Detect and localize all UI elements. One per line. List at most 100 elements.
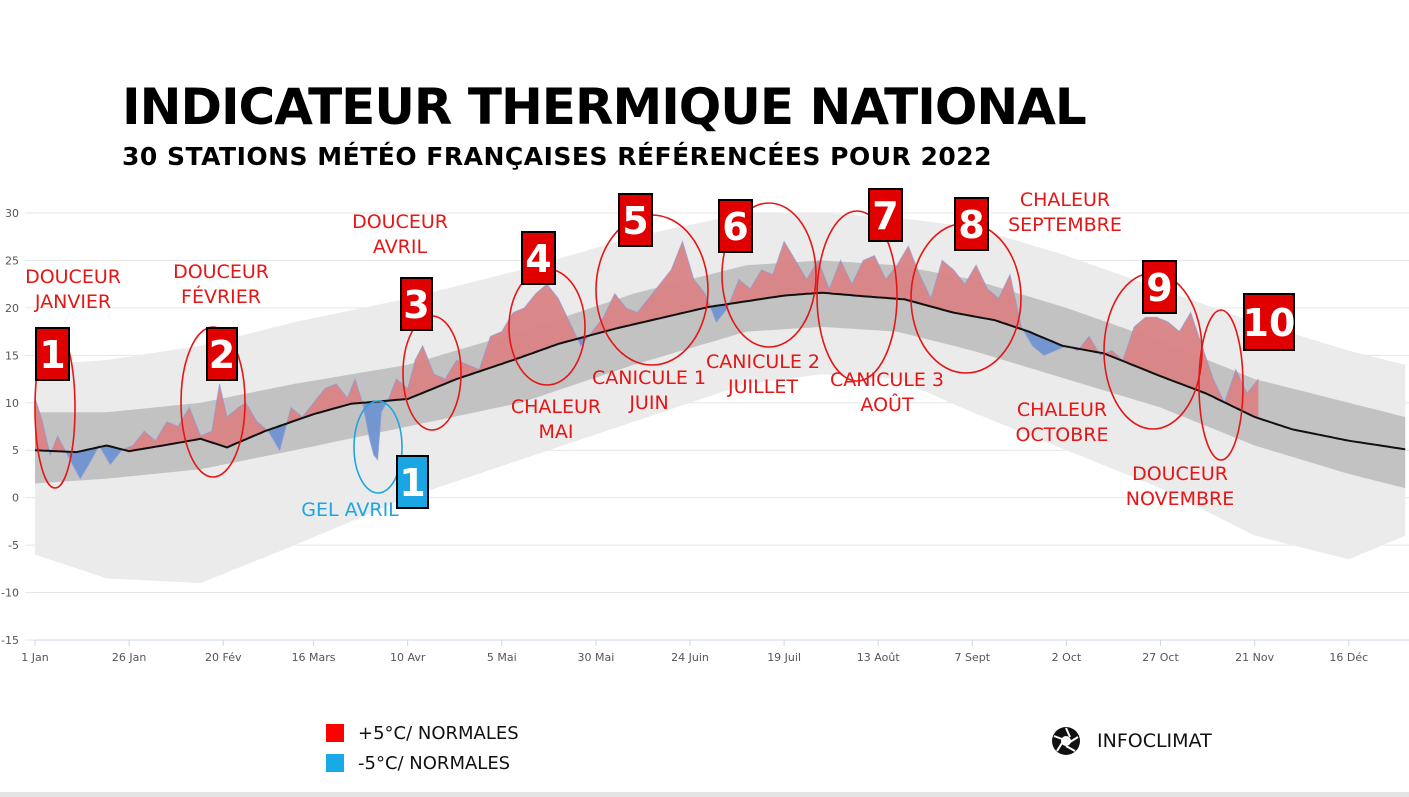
x-tick-label: 21 Nov — [1235, 651, 1274, 664]
annotation-badge-number-5: 5 — [622, 199, 648, 243]
annotation-label-2: DOUCEUR — [173, 261, 269, 283]
annotation-ellipse-1 — [353, 400, 403, 494]
y-tick-label: -15 — [1, 634, 19, 647]
annotation-label-7: AOÛT — [860, 392, 914, 416]
annotation-badge-number-3: 3 — [403, 283, 429, 327]
y-tick-label: -5 — [8, 539, 19, 552]
x-tick-label: 30 Mai — [578, 651, 615, 664]
annotation-ellipse-6 — [721, 202, 817, 348]
legend-swatch-warm — [326, 724, 344, 742]
annotation-label-3: DOUCEUR — [352, 211, 448, 233]
warm-anomaly-area — [51, 436, 67, 454]
legend-label-warm: +5°C/ NORMALES — [358, 722, 519, 744]
annotation-badge-number-9: 9 — [1146, 266, 1172, 310]
annotation-badge-8 — [954, 197, 989, 251]
cold-anomaly-area — [364, 398, 389, 460]
x-tick-label: 2 Oct — [1052, 651, 1082, 664]
annotation-label-1: JANVIER — [34, 291, 111, 313]
legend-item-warm: +5°C/ NORMALES — [326, 718, 519, 748]
cold-anomaly-area — [67, 445, 99, 479]
annotation-label-1: DOUCEUR — [25, 266, 121, 288]
y-tick-label: 20 — [5, 302, 19, 315]
legend: +5°C/ NORMALES -5°C/ NORMALES — [326, 718, 519, 778]
x-tick-label: 16 Mars — [292, 651, 336, 664]
x-tick-label: 10 Avr — [390, 651, 426, 664]
chart-subtitle: 30 STATIONS MÉTÉO FRANÇAISES RÉFÉRENCÉES… — [122, 142, 993, 171]
legend-swatch-cold — [326, 754, 344, 772]
brand-label: INFOCLIMAT — [1097, 730, 1212, 752]
annotation-label-10: DOUCEUR — [1132, 463, 1228, 485]
annotation-ellipse-7 — [816, 210, 898, 382]
annotation-label-3: AVRIL — [373, 236, 428, 258]
warm-anomaly-area — [590, 241, 711, 336]
annotation-label-2: FÉVRIER — [181, 285, 261, 308]
annotation-badge-1 — [35, 327, 70, 381]
annotation-badge-number-1: 1 — [399, 461, 425, 505]
annotation-badge-number-1: 1 — [39, 333, 65, 377]
annotation-badge-number-7: 7 — [872, 194, 898, 238]
y-tick-label: 30 — [5, 207, 19, 220]
bottom-divider — [0, 792, 1409, 797]
annotation-badge-number-2: 2 — [209, 333, 235, 377]
annotation-badge-2 — [206, 327, 238, 381]
annotation-badge-1 — [396, 455, 429, 509]
annotation-label-8: CHALEUR — [1020, 189, 1110, 211]
x-tick-label: 27 Oct — [1142, 651, 1179, 664]
annotation-badge-10 — [1243, 293, 1295, 351]
chart-title: INDICATEUR THERMIQUE NATIONAL — [122, 78, 1087, 136]
y-tick-label: 15 — [5, 349, 19, 362]
brand: INFOCLIMAT — [1051, 726, 1212, 756]
warm-anomaly-area — [1079, 336, 1101, 356]
y-tick-label: 5 — [12, 444, 19, 457]
warm-anomaly-area — [388, 284, 579, 401]
warm-anomaly-area — [1106, 312, 1225, 403]
annotation-label-7: CANICULE 3 — [830, 369, 944, 391]
annotation-badge-4 — [521, 231, 556, 285]
warm-anomaly-area — [35, 398, 51, 455]
annotation-label-4: CHALEUR — [511, 396, 601, 418]
annotation-label-5: JUIN — [628, 392, 668, 414]
x-tick-label: 24 Juin — [671, 651, 709, 664]
band-outer-area — [35, 213, 1406, 584]
annotation-label-8b: CHALEUR — [1017, 399, 1107, 421]
annotation-label-5: CANICULE 1 — [592, 367, 706, 389]
annotation-label-8: SEPTEMBRE — [1008, 214, 1122, 236]
annotation-badge-number-4: 4 — [525, 237, 551, 281]
x-tick-label: 19 Juil — [767, 651, 801, 664]
aperture-icon — [1052, 727, 1080, 755]
annotation-badge-9 — [1142, 260, 1177, 314]
cold-anomaly-area — [710, 303, 730, 323]
warm-anomaly-area — [729, 241, 1024, 330]
normal-line — [34, 291, 1406, 454]
annotation-badge-3 — [400, 277, 433, 331]
annotation-label-6: JUILLET — [727, 376, 798, 398]
annotation-label-8b: OCTOBRE — [1015, 424, 1108, 446]
annotation-badge-number-8: 8 — [958, 203, 984, 247]
annotation-label-10: NOVEMBRE — [1126, 488, 1234, 510]
x-tick-label: 20 Fév — [205, 651, 242, 664]
annotation-label-1: GEL AVRIL — [301, 499, 399, 521]
legend-item-cold: -5°C/ NORMALES — [326, 748, 519, 778]
y-tick-label: 10 — [5, 397, 19, 410]
annotation-ellipse-10 — [1198, 309, 1244, 461]
x-tick-label: 26 Jan — [112, 651, 146, 664]
annotation-badge-6 — [718, 199, 753, 253]
x-tick-label: 1 Jan — [21, 651, 48, 664]
observed-line — [34, 239, 1259, 480]
annotation-badge-number-10: 10 — [1243, 301, 1296, 345]
cold-anomaly-area — [100, 445, 124, 465]
y-tick-label: 0 — [12, 492, 19, 505]
x-tick-label: 13 Août — [857, 651, 901, 664]
y-tick-label: 25 — [5, 254, 19, 267]
cold-anomaly-area — [1023, 329, 1067, 356]
x-tick-label: 5 Mai — [487, 651, 517, 664]
x-tick-label: 7 Sept — [955, 651, 991, 664]
annotation-label-4: MAI — [539, 421, 574, 443]
annotation-badge-number-6: 6 — [722, 205, 748, 249]
x-tick-label: 16 Déc — [1329, 651, 1368, 664]
annotation-badge-7 — [868, 188, 903, 242]
annotation-label-6: CANICULE 2 — [706, 351, 820, 373]
legend-label-cold: -5°C/ NORMALES — [358, 752, 511, 774]
annotation-badge-5 — [618, 193, 653, 247]
